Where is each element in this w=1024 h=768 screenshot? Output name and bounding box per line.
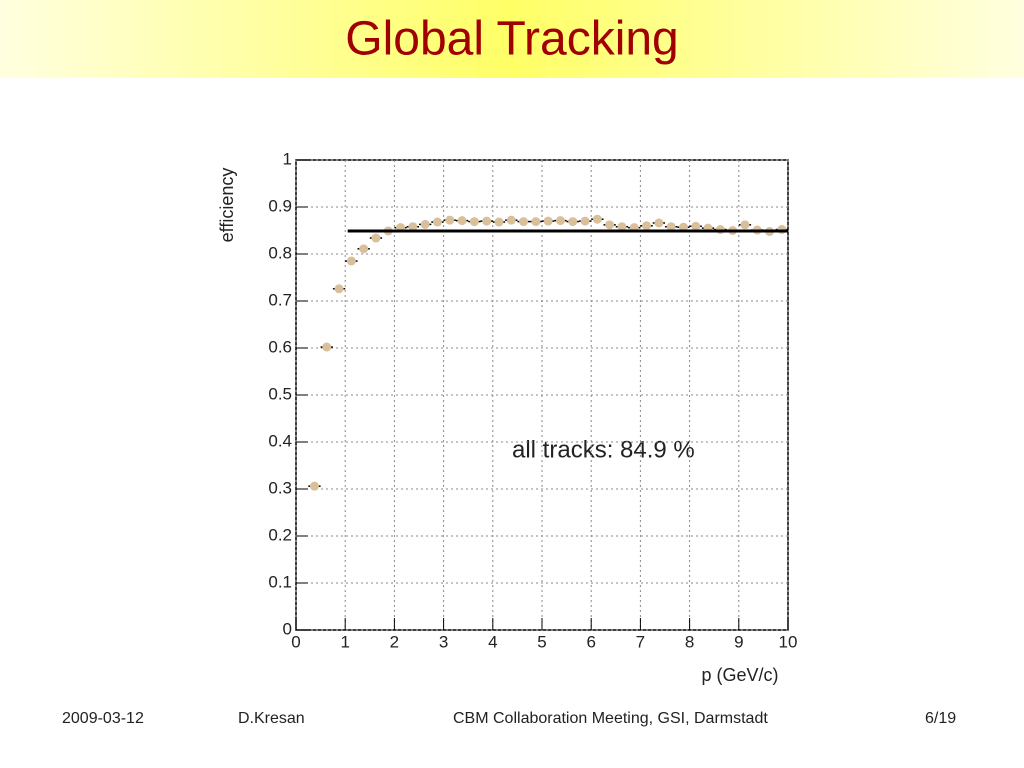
data-point bbox=[531, 217, 541, 227]
y-tick-label: 0.1 bbox=[268, 572, 292, 591]
data-point bbox=[334, 284, 344, 294]
data-point bbox=[580, 216, 590, 226]
data-point bbox=[666, 222, 676, 232]
y-tick-label: 0.5 bbox=[268, 384, 292, 403]
x-tick-label: 1 bbox=[340, 632, 349, 651]
x-tick-label: 4 bbox=[488, 632, 497, 651]
data-point bbox=[592, 214, 602, 224]
x-axis-label: p (GeV/c) bbox=[701, 665, 778, 685]
data-point bbox=[519, 217, 529, 227]
data-point bbox=[359, 244, 369, 254]
y-tick-label: 0.3 bbox=[268, 478, 292, 497]
data-point bbox=[322, 342, 332, 352]
data-point bbox=[469, 217, 479, 227]
x-tick-label: 7 bbox=[636, 632, 645, 651]
data-point bbox=[617, 222, 627, 232]
annotation: all tracks: 84.9 % bbox=[512, 436, 695, 463]
slide-title: Global Tracking bbox=[345, 13, 679, 66]
data-point bbox=[678, 222, 688, 232]
footer-event: CBM Collaboration Meeting, GSI, Darmstad… bbox=[453, 710, 768, 727]
data-point bbox=[309, 481, 319, 491]
footer-author: D.Kresan bbox=[238, 710, 305, 727]
y-tick-label: 0.8 bbox=[268, 243, 292, 262]
data-point bbox=[568, 217, 578, 227]
x-tick-label: 2 bbox=[390, 632, 399, 651]
y-tick-label: 0.4 bbox=[268, 431, 292, 450]
x-tick-label: 5 bbox=[537, 632, 546, 651]
data-point bbox=[408, 222, 418, 232]
data-point bbox=[691, 221, 701, 231]
data-point bbox=[371, 233, 381, 243]
y-tick-label: 0 bbox=[283, 619, 292, 638]
x-tick-label: 8 bbox=[685, 632, 694, 651]
x-tick-label: 6 bbox=[586, 632, 595, 651]
y-tick-label: 0.9 bbox=[268, 196, 292, 215]
x-tick-label: 9 bbox=[734, 632, 743, 651]
data-point bbox=[654, 218, 664, 228]
data-point bbox=[482, 216, 492, 226]
footer-date: 2009-03-12 bbox=[62, 710, 144, 727]
data-point bbox=[642, 221, 652, 231]
data-point bbox=[346, 256, 356, 266]
data-point bbox=[494, 217, 504, 227]
data-point bbox=[555, 216, 565, 226]
x-tick-label: 0 bbox=[291, 632, 300, 651]
y-tick-label: 0.6 bbox=[268, 337, 292, 356]
data-point bbox=[445, 215, 455, 225]
data-point bbox=[740, 220, 750, 230]
y-tick-label: 0.7 bbox=[268, 290, 292, 309]
x-tick-label: 10 bbox=[779, 632, 798, 651]
y-tick-label: 1 bbox=[283, 149, 292, 168]
data-point bbox=[543, 216, 553, 226]
title-band bbox=[0, 0, 1024, 78]
x-tick-label: 3 bbox=[439, 632, 448, 651]
data-point bbox=[605, 220, 615, 230]
data-point bbox=[506, 215, 516, 225]
footer-page: 6/19 bbox=[925, 710, 956, 727]
data-point bbox=[457, 216, 467, 226]
data-point bbox=[432, 217, 442, 227]
y-axis-label: efficiency bbox=[217, 168, 237, 243]
data-point bbox=[420, 219, 430, 229]
y-tick-label: 0.2 bbox=[268, 525, 292, 544]
